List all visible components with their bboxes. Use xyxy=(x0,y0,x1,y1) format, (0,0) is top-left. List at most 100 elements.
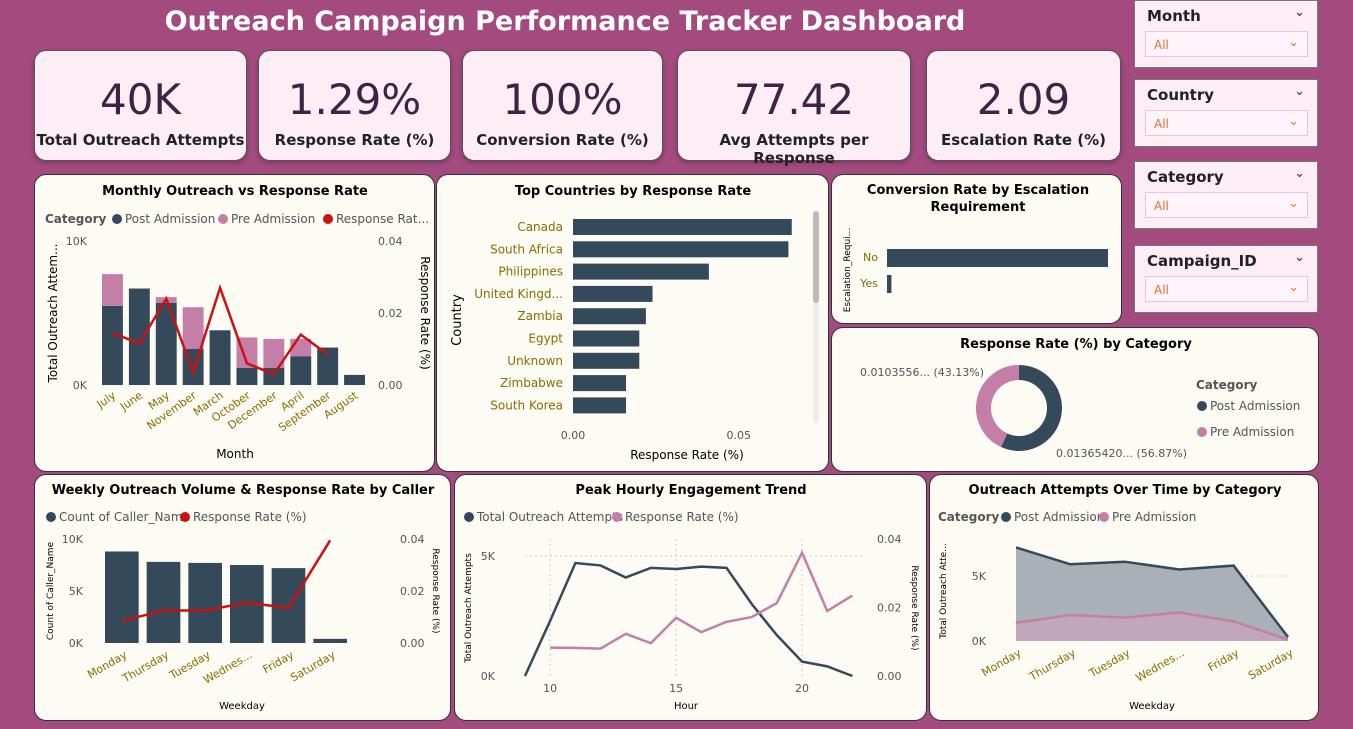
bar-country xyxy=(573,219,792,235)
slicer-dropdown[interactable]: All ⌄ xyxy=(1145,31,1308,57)
kpi-value: 2.09 xyxy=(976,75,1071,124)
y-tick-label: Zimbabwe xyxy=(500,376,563,390)
chart-weekly-caller[interactable]: Weekly Outreach Volume & Response Rate b… xyxy=(34,474,451,721)
legend-item: Pre Admission xyxy=(1112,510,1196,524)
bar-post-admission xyxy=(102,305,123,385)
bar-pre-admission xyxy=(182,307,204,349)
y2-axis-label: Response Rate (%) xyxy=(909,565,919,650)
y-tick-label: 5K xyxy=(69,585,84,598)
slicer-campaign-id[interactable]: Campaign_ID ⌄ All ⌄ xyxy=(1134,245,1318,313)
slicer-category[interactable]: Category ⌄ All ⌄ xyxy=(1134,161,1318,229)
x-axis-label: Weekday xyxy=(1129,701,1175,712)
chart-hourly-engagement[interactable]: Peak Hourly Engagement Trend Total Outrea… xyxy=(454,474,927,721)
bar-caller-count xyxy=(313,638,347,643)
y2-tick-label: 0.02 xyxy=(378,307,403,320)
x-tick-label: Friday xyxy=(1206,646,1242,674)
chart-svg: Peak Hourly Engagement Trend Total Outrea… xyxy=(464,483,919,712)
chevron-down-icon[interactable]: ⌄ xyxy=(1294,250,1305,265)
x-tick-label: Wednes... xyxy=(1133,646,1186,684)
y-tick-label: Philippines xyxy=(498,265,563,279)
y-axis-label: Total Outreach Atte... xyxy=(939,543,949,639)
chart-conversion-escalation[interactable]: Conversion Rate by Escalation Requirement… xyxy=(831,174,1122,324)
y2-tick-label: 0.00 xyxy=(400,637,425,650)
slicer-title: Month xyxy=(1147,7,1201,25)
x-axis-label: Month xyxy=(216,447,254,461)
y-axis-label: Escalation_Requi... xyxy=(843,228,853,312)
line-outreach-attempts xyxy=(523,561,853,678)
dashboard-title: Outreach Campaign Performance Tracker Da… xyxy=(164,6,966,37)
x-axis-label: Weekday xyxy=(219,701,265,712)
chart-outreach-over-time[interactable]: Outreach Attempts Over Time by Category C… xyxy=(929,474,1319,721)
y2-tick-label: 0.00 xyxy=(877,670,902,683)
chart-top-countries[interactable]: Top Countries by Response Rate Canada Sout… xyxy=(436,174,829,472)
y-tick-label: No xyxy=(863,251,878,264)
pie-slice xyxy=(1001,365,1062,451)
y-tick-label: 0K xyxy=(69,637,84,650)
y-axis-label: Count of Caller_Name xyxy=(46,541,56,640)
y-tick-label: 0K xyxy=(73,379,88,392)
bar-country xyxy=(573,352,640,369)
y-tick-label: 0K xyxy=(481,670,496,683)
legend-item: Post Admission xyxy=(125,212,215,226)
y2-tick-label: 0.02 xyxy=(400,585,425,598)
y2-axis-label: Response Rate (%) xyxy=(418,256,432,370)
kpi-label: Response Rate (%) xyxy=(274,131,435,149)
y-tick-label: Unknown xyxy=(507,354,563,368)
kpi-avg-attempts[interactable]: 77.42 Avg Attempts per Response xyxy=(677,50,911,167)
legend-item-dot xyxy=(612,512,622,522)
x-tick-label: 10 xyxy=(543,682,557,695)
kpi-conversion-rate[interactable]: 100% Conversion Rate (%) xyxy=(462,50,663,161)
x-tick-label: Saturday xyxy=(288,648,338,684)
legend-title: Category xyxy=(938,510,1000,524)
x-tick-label: Thursday xyxy=(1026,646,1078,684)
legend-item: Post Admission xyxy=(1014,510,1104,524)
slicer-value: All xyxy=(1154,38,1169,52)
chevron-down-icon[interactable]: ⌄ xyxy=(1294,84,1305,99)
kpi-escalation-rate[interactable]: 2.09 Escalation Rate (%) xyxy=(926,50,1121,161)
bar-country xyxy=(573,330,640,347)
legend-item: Response Rate (%) xyxy=(193,510,307,524)
kpi-value: 1.29% xyxy=(287,75,422,124)
x-tick-label: Monday xyxy=(979,646,1024,679)
chevron-down-icon[interactable]: ⌄ xyxy=(1294,5,1305,20)
legend-item-dot xyxy=(1197,427,1207,437)
slicer-dropdown[interactable]: All ⌄ xyxy=(1145,110,1308,136)
slicer-dropdown[interactable]: All ⌄ xyxy=(1145,192,1308,218)
line-response-rate xyxy=(121,539,332,623)
legend-item: Response Rat... xyxy=(336,212,429,226)
pie-slice xyxy=(976,365,1020,448)
bar-post-admission xyxy=(317,347,339,385)
bar-caller-count xyxy=(188,562,222,643)
slicer-month[interactable]: Month ⌄ All ⌄ xyxy=(1134,0,1318,68)
slicer-dropdown[interactable]: All ⌄ xyxy=(1145,276,1308,302)
kpi-total-outreach[interactable]: 40K Total Outreach Attempts xyxy=(34,50,247,161)
bar-pre-admission xyxy=(263,338,285,368)
line-response-rate xyxy=(550,549,854,650)
y-tick-label: 10K xyxy=(66,235,88,248)
bar-post-admission xyxy=(236,367,258,385)
bar-post-admission xyxy=(344,374,365,385)
kpi-response-rate[interactable]: 1.29% Response Rate (%) xyxy=(258,50,451,161)
chart-monthly-outreach[interactable]: Monthly Outreach vs Response Rate Categor… xyxy=(34,174,435,472)
bar-escalation xyxy=(887,275,892,293)
y-axis-label: Total Outreach Attempts xyxy=(464,553,474,664)
slicer-country[interactable]: Country ⌄ All ⌄ xyxy=(1134,79,1318,147)
legend-item-dot xyxy=(1099,512,1109,522)
y-tick-label: 5K xyxy=(972,570,987,583)
kpi-value: 100% xyxy=(502,75,623,124)
bar-post-admission xyxy=(290,356,312,385)
x-tick-label: Thursday xyxy=(119,648,171,686)
chevron-down-icon[interactable]: ⌄ xyxy=(1294,166,1305,181)
y-tick-label: 5K xyxy=(481,550,496,563)
bar-country xyxy=(573,397,627,414)
chart-response-by-category[interactable]: Response Rate (%) by Category 0.0103556..… xyxy=(831,327,1319,472)
y-tick-label: South Africa xyxy=(490,242,563,256)
y-tick-label: 0K xyxy=(972,635,987,648)
y-tick-label: South Korea xyxy=(490,398,563,412)
line-pre-admission xyxy=(1015,611,1289,641)
y2-tick-label: 0.04 xyxy=(877,533,902,546)
legend-item-dot xyxy=(112,214,122,224)
line-post-admission xyxy=(1015,546,1289,638)
chart-title: Requirement xyxy=(931,200,1026,215)
legend-item-dot xyxy=(1197,401,1207,411)
